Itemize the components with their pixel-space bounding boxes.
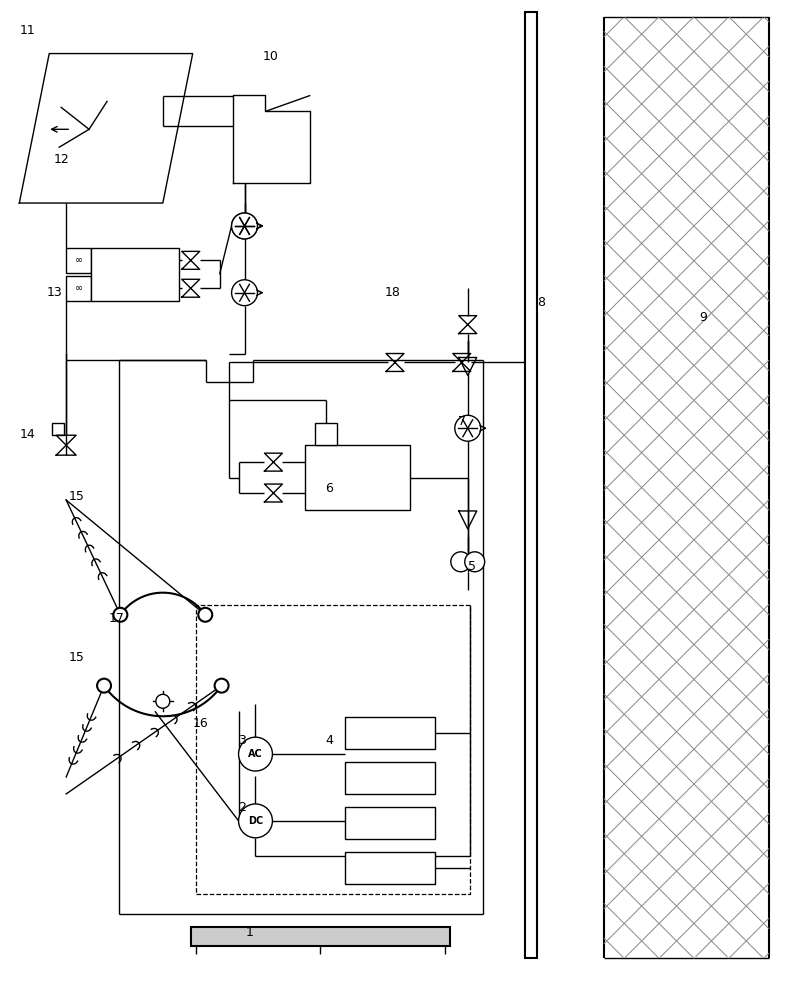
Text: 10: 10 [262, 50, 278, 63]
Circle shape [198, 608, 213, 622]
Circle shape [215, 679, 228, 693]
Bar [345, 852, 435, 884]
Bar [66, 248, 91, 273]
Circle shape [455, 415, 481, 441]
Circle shape [450, 552, 471, 572]
Text: ∞: ∞ [75, 255, 82, 265]
Text: 11: 11 [19, 24, 35, 37]
Text: DC: DC [248, 816, 263, 826]
Bar [316, 423, 337, 445]
Bar [524, 12, 537, 958]
Circle shape [239, 737, 273, 771]
Text: 16: 16 [193, 717, 209, 730]
Bar [345, 807, 435, 839]
Text: 13: 13 [46, 286, 62, 299]
Circle shape [113, 608, 128, 622]
Text: 12: 12 [53, 153, 69, 166]
Text: AC: AC [248, 749, 262, 759]
Bar [66, 276, 91, 301]
Bar [52, 423, 64, 435]
Circle shape [156, 694, 170, 708]
Bar [91, 248, 178, 301]
Text: ∞: ∞ [75, 283, 82, 293]
Circle shape [465, 552, 485, 572]
Text: 18: 18 [385, 286, 401, 299]
Circle shape [232, 280, 258, 306]
Text: 7: 7 [458, 415, 465, 428]
Circle shape [97, 679, 111, 693]
Bar [345, 717, 435, 749]
Text: 3: 3 [239, 734, 247, 747]
Bar [345, 762, 435, 794]
Bar [191, 927, 450, 946]
Text: 9: 9 [699, 311, 707, 324]
Bar [305, 445, 410, 510]
Text: 15: 15 [69, 490, 85, 503]
Text: 15: 15 [69, 651, 85, 664]
Text: 6: 6 [325, 482, 333, 495]
Text: 4: 4 [325, 734, 333, 747]
Text: 8: 8 [538, 296, 546, 309]
Text: 14: 14 [19, 428, 35, 441]
Text: 2: 2 [239, 801, 247, 814]
Text: 5: 5 [468, 560, 476, 573]
Circle shape [239, 804, 273, 838]
Text: 1: 1 [246, 926, 254, 939]
Circle shape [232, 213, 258, 239]
Circle shape [232, 213, 258, 239]
Text: 17: 17 [109, 612, 125, 625]
